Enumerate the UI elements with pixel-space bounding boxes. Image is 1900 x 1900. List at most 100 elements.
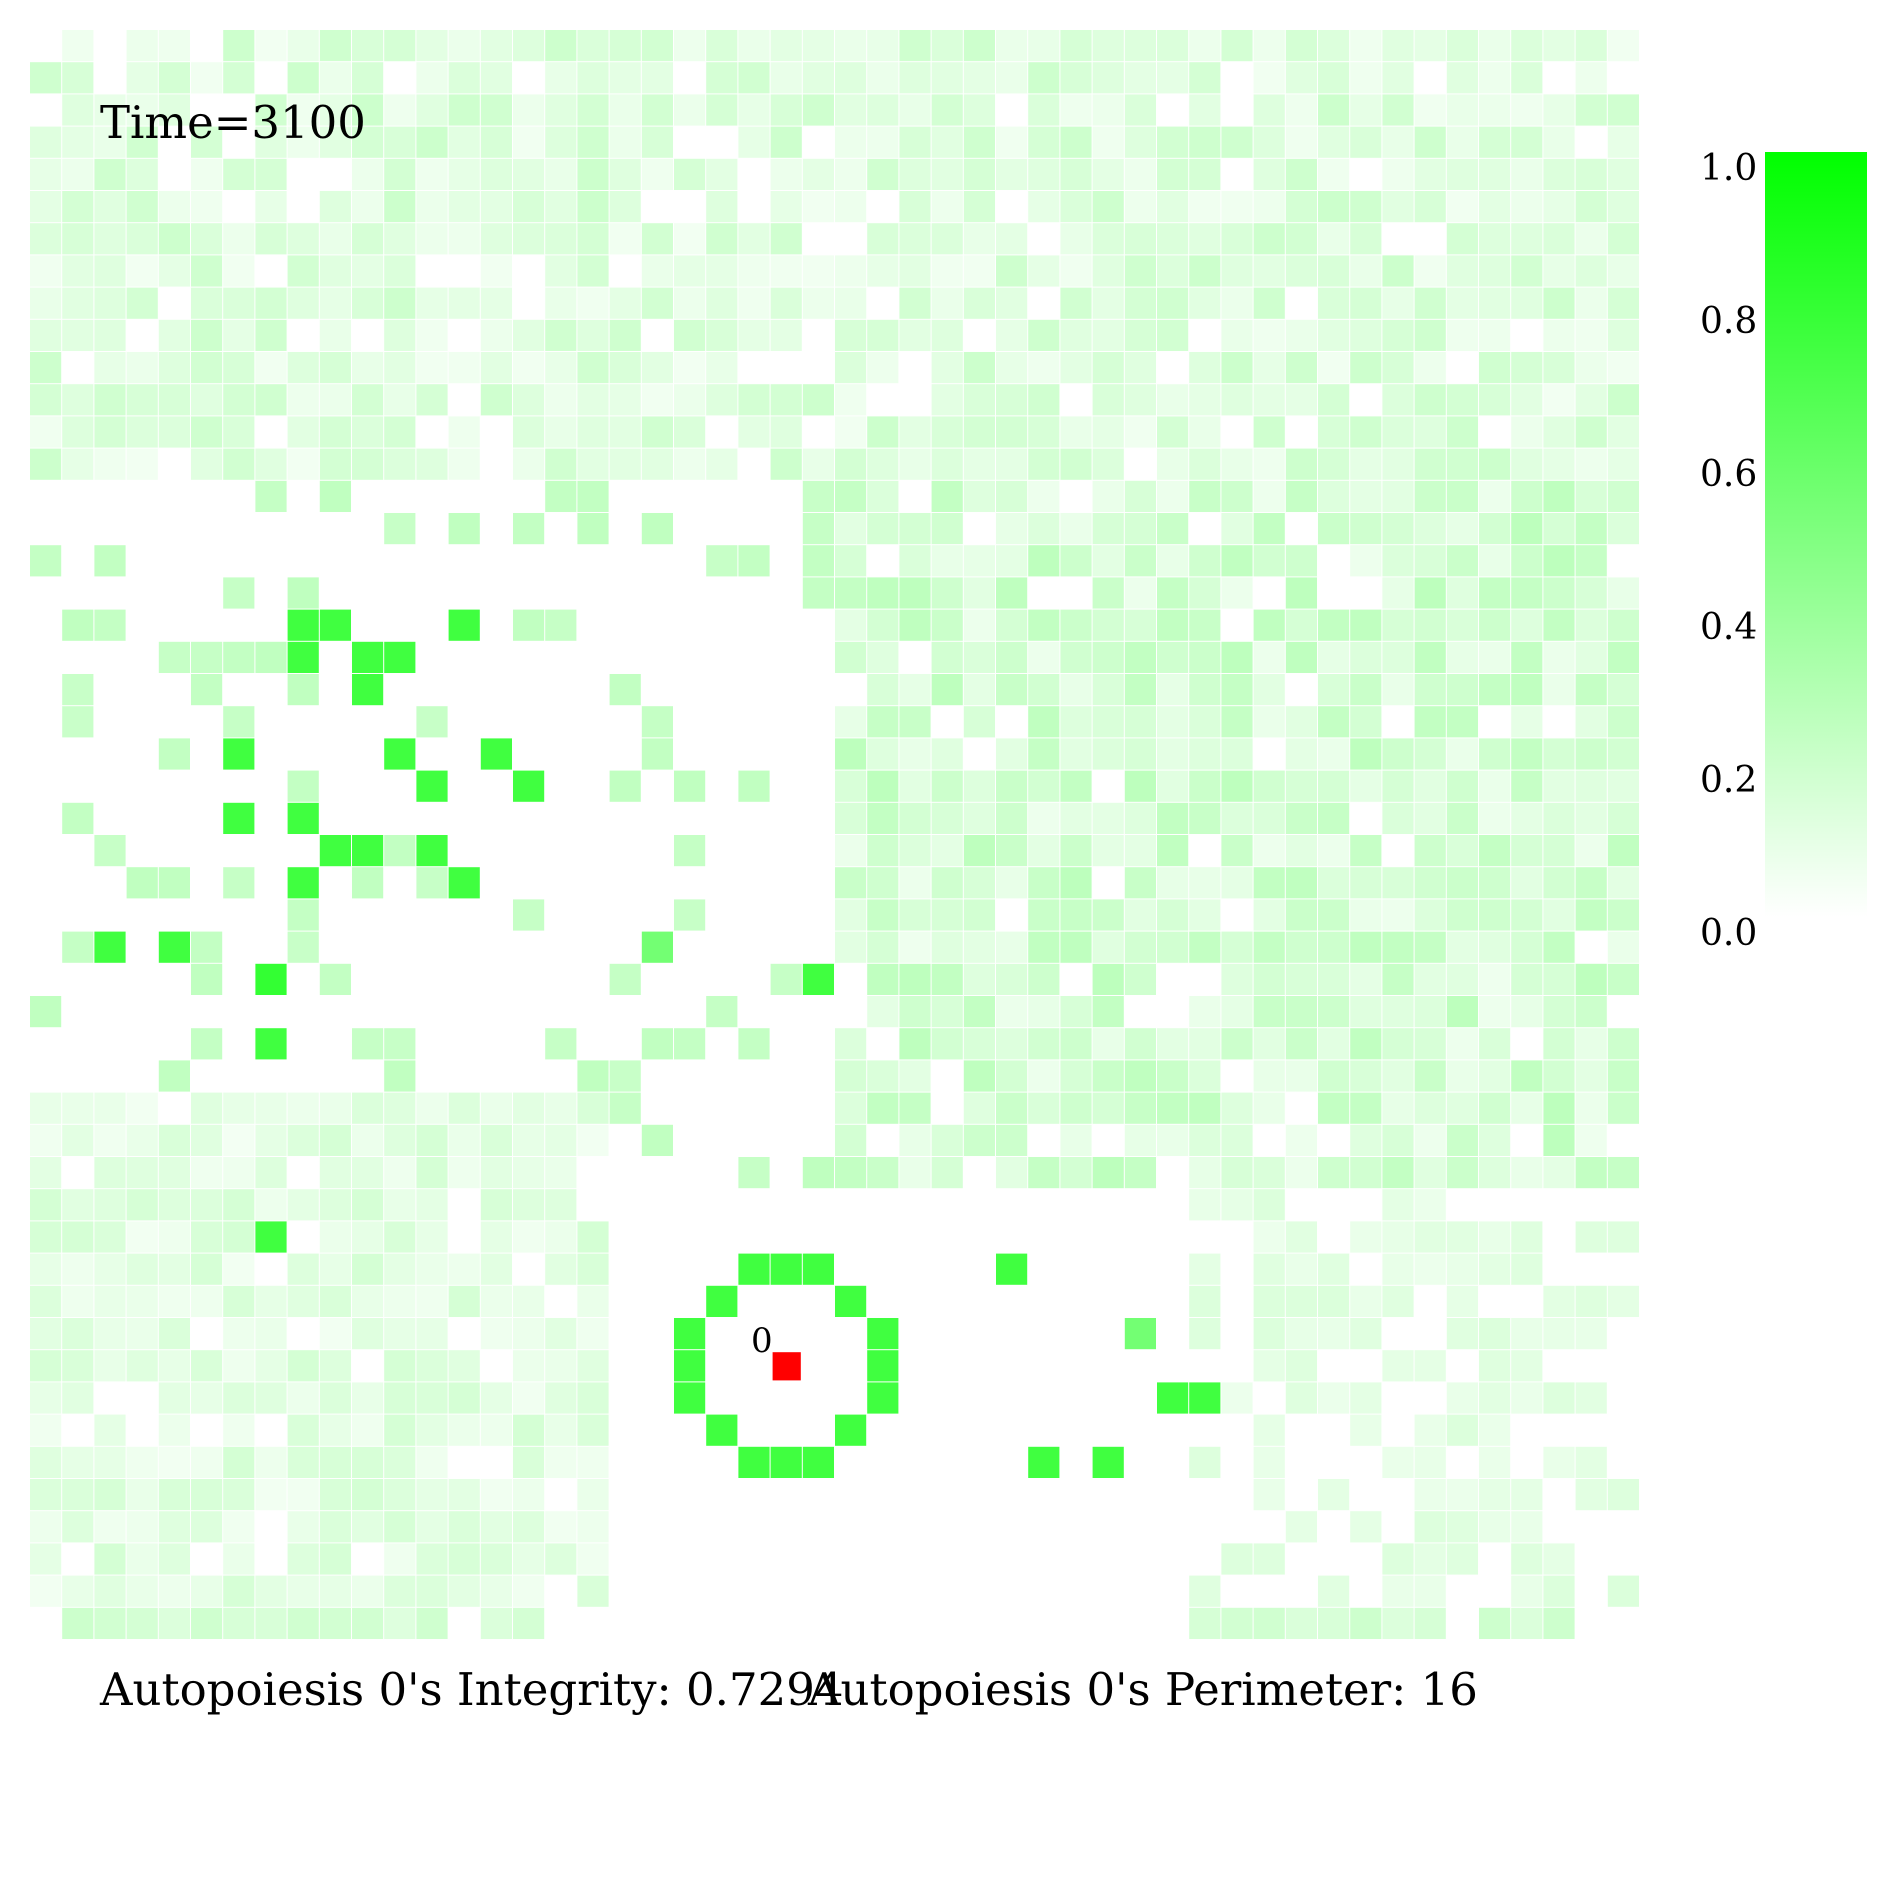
heatmap-cell (287, 352, 319, 384)
heatmap-cell (1124, 1318, 1156, 1350)
heatmap-cell (835, 706, 867, 738)
heatmap-cell (1414, 1124, 1446, 1156)
heatmap-cell (1253, 319, 1285, 351)
heatmap-cell (706, 30, 738, 62)
heatmap-cell (931, 738, 963, 770)
heatmap-cell (1092, 609, 1124, 641)
heatmap-cell (1382, 448, 1414, 480)
heatmap-cell (1124, 1060, 1156, 1092)
heatmap-cell (513, 384, 545, 416)
heatmap-cell (126, 416, 158, 448)
heatmap-cell (996, 577, 1028, 609)
heatmap-cell (899, 835, 931, 867)
heatmap-cell (416, 1318, 448, 1350)
heatmap-cell (1028, 899, 1060, 931)
heatmap-cell (1285, 931, 1317, 963)
heatmap-cell (641, 706, 673, 738)
heatmap-cell (1543, 513, 1575, 545)
heatmap-cell (1575, 30, 1607, 62)
heatmap-cell (738, 416, 770, 448)
heatmap-cell (706, 1285, 738, 1317)
heatmap-cell (1189, 706, 1221, 738)
heatmap-cell (513, 352, 545, 384)
heatmap-cell (1318, 513, 1350, 545)
heatmap-cell (1382, 738, 1414, 770)
heatmap-cell (1253, 94, 1285, 126)
heatmap-cell (609, 1092, 641, 1124)
heatmap-cell (867, 899, 899, 931)
heatmap-cell (126, 1607, 158, 1639)
heatmap-cell (30, 1511, 62, 1543)
heatmap-cell (641, 255, 673, 287)
heatmap-cell (1575, 706, 1607, 738)
heatmap-cell (30, 1124, 62, 1156)
heatmap-cell (996, 1060, 1028, 1092)
heatmap-cell (223, 1318, 255, 1350)
heatmap-cell (1446, 1318, 1478, 1350)
heatmap-cell (641, 62, 673, 94)
heatmap-cell (835, 319, 867, 351)
heatmap-cell (384, 1414, 416, 1446)
heatmap-cell (1350, 963, 1382, 995)
heatmap-cell (158, 931, 190, 963)
heatmap-cell (223, 1285, 255, 1317)
heatmap-cell (1414, 513, 1446, 545)
heatmap-cell (1479, 1607, 1511, 1639)
heatmap-cell (1157, 126, 1189, 158)
heatmap-cell (1350, 1285, 1382, 1317)
heatmap-cell (1575, 899, 1607, 931)
heatmap-cell (1575, 384, 1607, 416)
heatmap-cell (1253, 126, 1285, 158)
heatmap-cell (1350, 1157, 1382, 1189)
heatmap-cell (480, 1189, 512, 1221)
heatmap-cell (191, 1189, 223, 1221)
heatmap-cell (384, 126, 416, 158)
heatmap-cell (1318, 158, 1350, 190)
heatmap-cell (255, 1189, 287, 1221)
heatmap-cell (1511, 191, 1543, 223)
heatmap-cell (1189, 1157, 1221, 1189)
heatmap-cell (191, 1479, 223, 1511)
heatmap-cell (867, 158, 899, 190)
heatmap-cell (1253, 867, 1285, 899)
heatmap-cell (802, 384, 834, 416)
heatmap-cell (1350, 931, 1382, 963)
heatmap-cell (1479, 899, 1511, 931)
heatmap-cell (94, 1479, 126, 1511)
heatmap-cell (1318, 1607, 1350, 1639)
heatmap-cell (223, 158, 255, 190)
heatmap-cell (94, 1543, 126, 1575)
heatmap-cell (1221, 1092, 1253, 1124)
heatmap-cell (352, 30, 384, 62)
heatmap-cell (352, 835, 384, 867)
heatmap-cell (674, 223, 706, 255)
heatmap-cell (287, 1446, 319, 1478)
heatmap-cell (899, 770, 931, 802)
heatmap-cell (1092, 545, 1124, 577)
heatmap-cell (996, 867, 1028, 899)
heatmap-cell (223, 577, 255, 609)
heatmap-cell (899, 448, 931, 480)
heatmap-cell (931, 867, 963, 899)
heatmap-cell (835, 1414, 867, 1446)
heatmap-cell (416, 1543, 448, 1575)
heatmap-cell (1350, 1060, 1382, 1092)
heatmap-cell (223, 416, 255, 448)
heatmap-cell (1221, 223, 1253, 255)
heatmap-cell (1479, 835, 1511, 867)
heatmap-cell (609, 94, 641, 126)
heatmap-cell (899, 1124, 931, 1156)
heatmap-cell (1607, 738, 1639, 770)
heatmap-cell (1157, 931, 1189, 963)
heatmap-cell (1511, 223, 1543, 255)
heatmap-cell (1285, 1318, 1317, 1350)
heatmap-cell (1607, 416, 1639, 448)
heatmap-cell (577, 287, 609, 319)
heatmap-cell (899, 738, 931, 770)
heatmap-cell (963, 963, 995, 995)
heatmap-cell (1446, 963, 1478, 995)
heatmap-cell (62, 1221, 94, 1253)
heatmap-cell (1543, 996, 1575, 1028)
heatmap-cell (1414, 931, 1446, 963)
heatmap-cell (1318, 609, 1350, 641)
